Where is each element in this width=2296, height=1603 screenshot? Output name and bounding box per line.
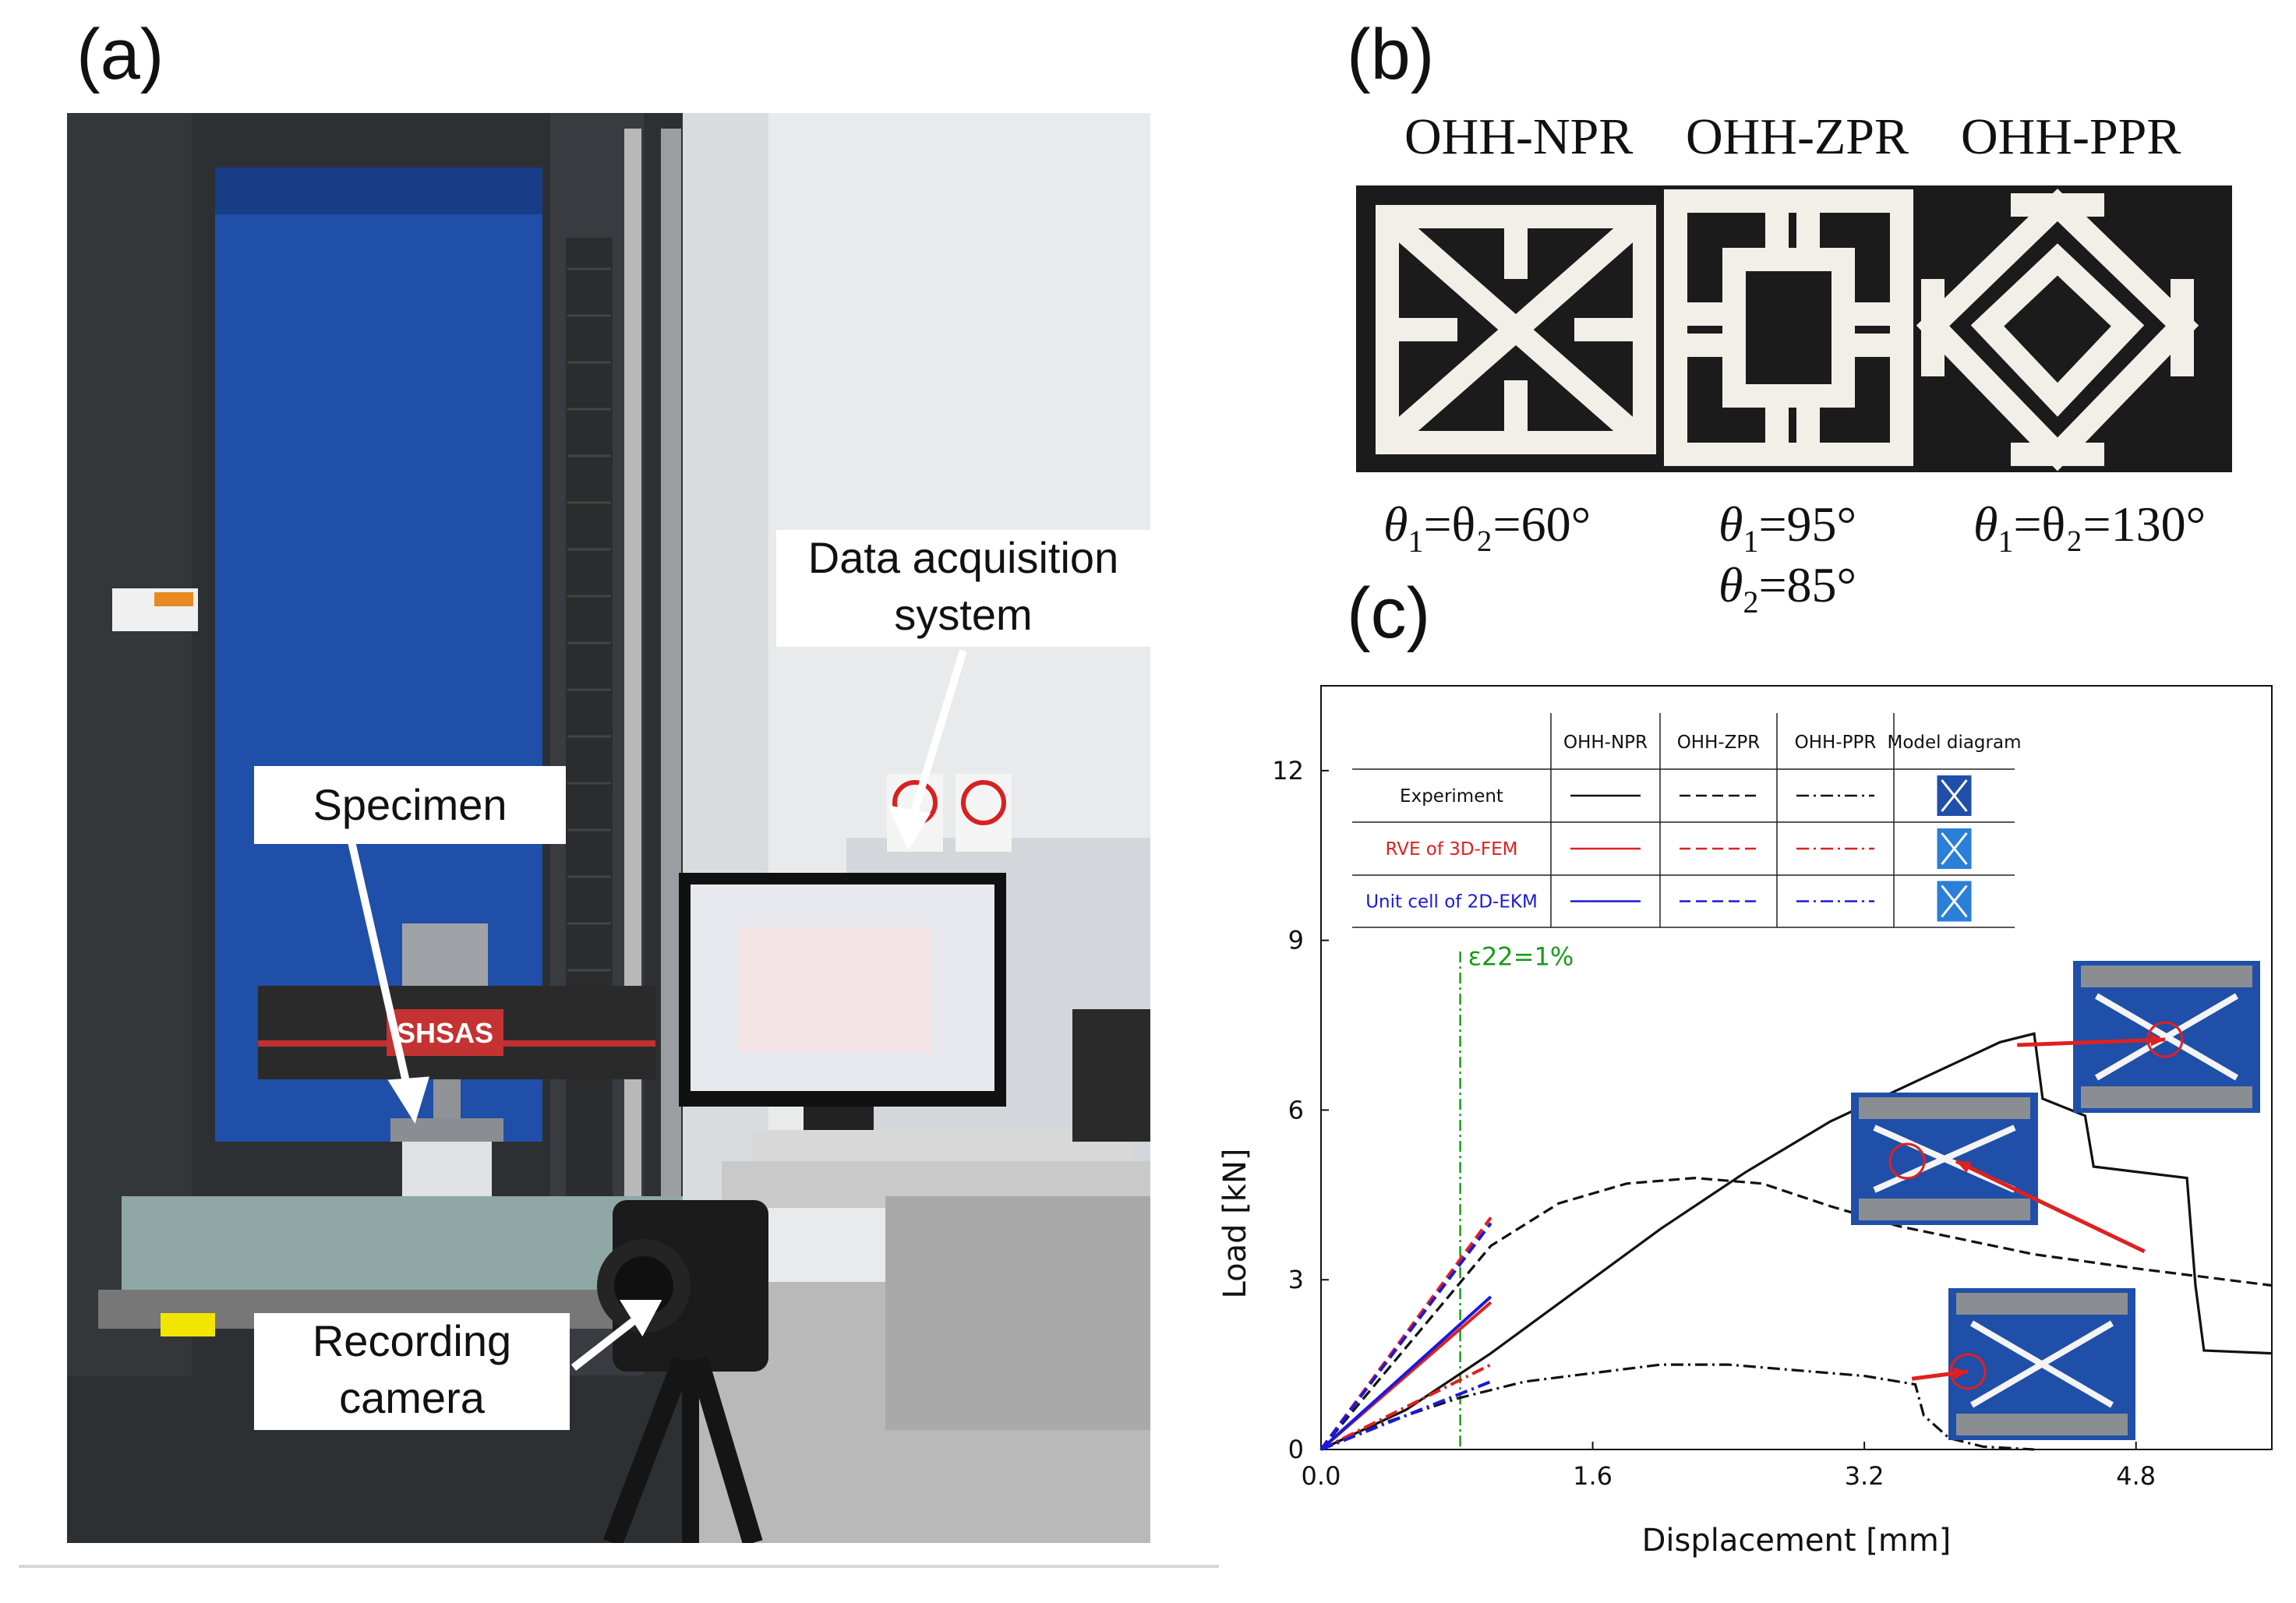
legend-header: OHH-ZPR <box>1677 733 1761 753</box>
specimen-callout: Specimen <box>254 766 566 844</box>
inset-arrow <box>1955 1159 2146 1254</box>
inset-platen <box>2081 966 2252 987</box>
recording-camera-callout: Recording camera <box>254 1313 570 1430</box>
series-line <box>1319 1176 2273 1451</box>
model-diagram-mark <box>1941 884 1968 918</box>
inset-arrow <box>2017 1037 2166 1047</box>
inset-arrow-head <box>1956 1161 1972 1173</box>
x-tick-label: 3.2 <box>1845 1461 1884 1491</box>
specimen-npr-image <box>1376 205 1656 454</box>
y-tick-label: 6 <box>1288 1095 1304 1125</box>
angle-zpr-2-value: =85° <box>1758 557 1857 613</box>
inset-highlight-circle <box>1949 1353 1987 1390</box>
legend-row-label: Unit cell of 2D-EKM <box>1365 892 1538 913</box>
legend-header: Model diagram <box>1887 733 2021 753</box>
inset-highlight-circle <box>2146 1021 2184 1058</box>
x-axis-title: Displacement [mm] <box>1642 1523 1952 1559</box>
load-displacement-chart: 0.0 1.6 3.2 4.8 0 3 6 9 12 ε22=1% OHH-NPR OHH-ZPR… <box>1217 685 2273 1559</box>
inset-platen <box>1956 1293 2128 1315</box>
test-rig-photo: SHSAS <box>67 113 1150 1543</box>
inset-specimen <box>1969 1320 2114 1408</box>
callout-arrows <box>348 649 967 1371</box>
specimen-photo-strip <box>1356 185 2232 472</box>
strain-marker-label: ε22=1% <box>1468 941 1574 971</box>
specimen-ppr-image <box>1916 189 2199 471</box>
specimen-name-npr: OHH-NPR <box>1404 108 1634 165</box>
model-diagram-mark <box>1941 832 1968 865</box>
legend-header: OHH-PPR <box>1795 733 1877 753</box>
plot-area <box>1320 685 2273 1450</box>
inset-platen <box>2081 1086 2252 1108</box>
series-line <box>1320 1032 2273 1451</box>
angle-zpr-1-value: =95° <box>1758 496 1857 552</box>
y-tick-label: 9 <box>1288 926 1304 955</box>
specimen-name-ppr: OHH-PPR <box>1961 108 2181 165</box>
model-diagram-mark <box>1941 779 1968 812</box>
inset-highlight-circle <box>1888 1142 1926 1180</box>
y-tick-label: 0 <box>1288 1435 1304 1464</box>
y-axis-title: Load [kN] <box>1217 1149 1253 1299</box>
angle-npr: θ1=θ₂=60° <box>1383 496 1591 559</box>
x-tick-label: 1.6 <box>1573 1461 1612 1491</box>
inset-platen <box>1956 1414 2128 1435</box>
inset-arrow-head <box>1952 1367 1968 1380</box>
data-acquisition-callout: Data acquisition system <box>776 530 1150 647</box>
series-line <box>1320 1380 1492 1451</box>
x-tick-label: 4.8 <box>2116 1461 2156 1491</box>
panel-label-c: (c) <box>1347 574 1431 653</box>
series-line <box>1319 1216 1492 1451</box>
inset-arrow-head <box>2150 1033 2165 1047</box>
bottom-rule <box>19 1565 1219 1568</box>
series-line <box>1319 1222 1492 1451</box>
angle-ppr: θ1=θ₂=130° <box>1973 496 2206 559</box>
x-tick-label: 0.0 <box>1302 1461 1341 1491</box>
y-tick-label: 3 <box>1288 1265 1304 1294</box>
angle-zpr-1: θ1=95° <box>1718 496 1857 559</box>
test-rig-illustration: SHSAS <box>67 113 1150 1543</box>
series-line <box>1319 1295 1492 1451</box>
legend-row-label: Experiment <box>1400 786 1503 807</box>
specimen-name-zpr: OHH-ZPR <box>1686 108 1909 165</box>
series-line <box>1320 1363 1492 1451</box>
angle-zpr-2: θ2=85° <box>1718 557 1857 620</box>
panel-label-a: (a) <box>76 15 164 94</box>
angle-ppr-value: =θ₂=130° <box>2013 496 2206 552</box>
inset-platen <box>1859 1097 2030 1119</box>
inset-platen <box>1859 1199 2030 1220</box>
legend-header: OHH-NPR <box>1563 733 1648 753</box>
panel-label-b: (b) <box>1347 15 1435 94</box>
y-tick-label: 12 <box>1272 756 1304 786</box>
specimen-zpr-image <box>1664 189 1913 466</box>
machine-brand: SHSAS <box>397 1017 493 1049</box>
angle-npr-value: =θ₂=60° <box>1423 496 1591 552</box>
legend-row-label: RVE of 3D-FEM <box>1385 839 1517 860</box>
series-line <box>1320 1363 2035 1451</box>
inset-specimen <box>2094 993 2239 1081</box>
